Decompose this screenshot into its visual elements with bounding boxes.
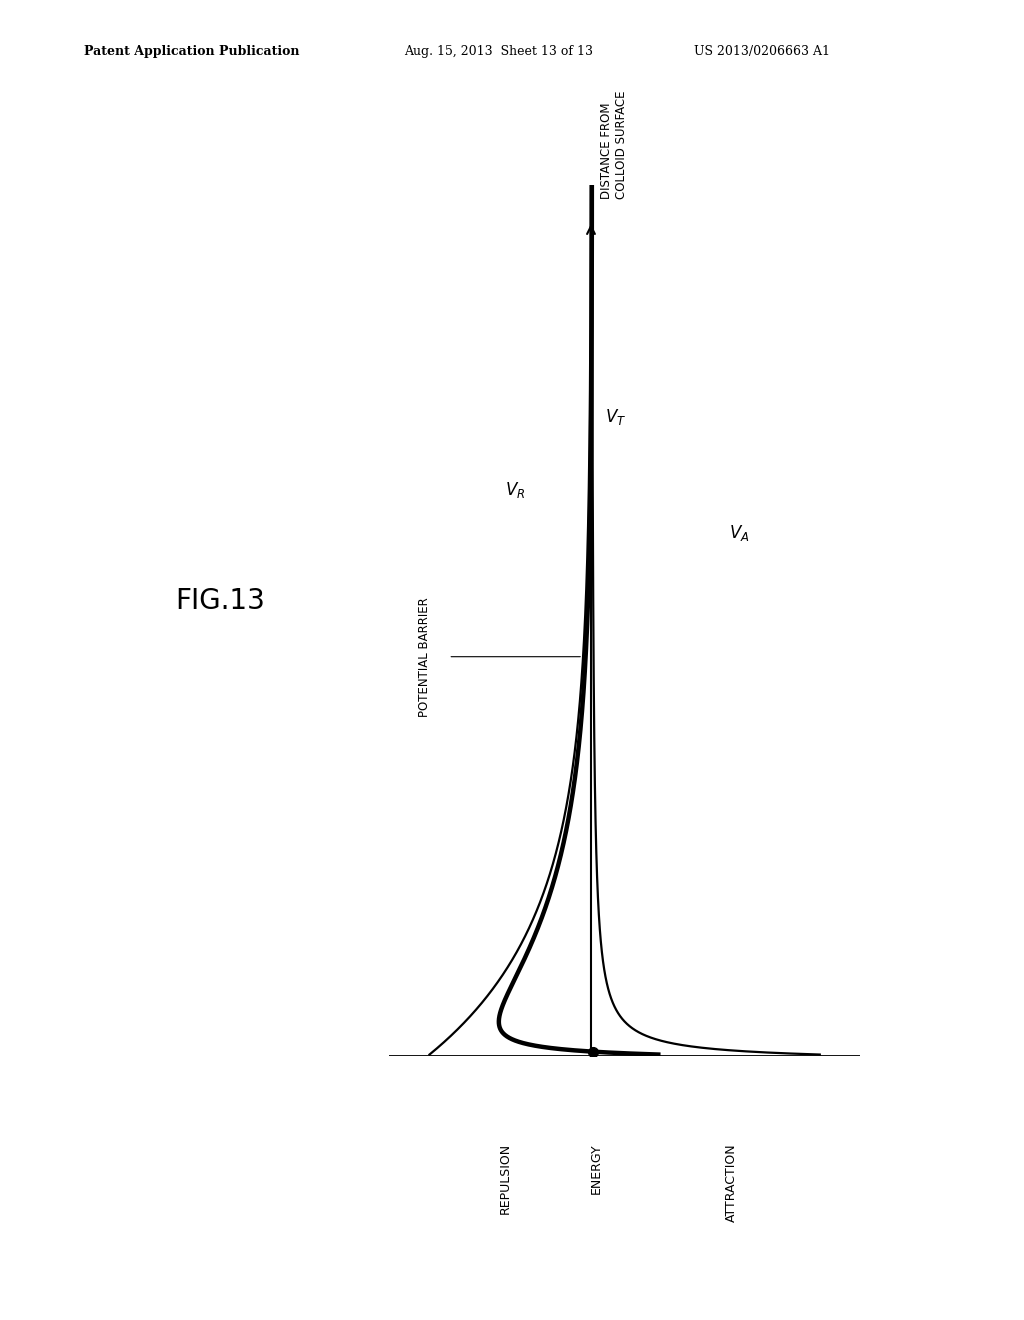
Text: $V_A$: $V_A$ — [729, 523, 750, 544]
Text: ATTRACTION: ATTRACTION — [724, 1143, 737, 1222]
Text: DISTANCE FROM
COLLOID SURFACE: DISTANCE FROM COLLOID SURFACE — [600, 91, 629, 199]
Text: FIG.13: FIG.13 — [175, 586, 265, 615]
Text: $V_R$: $V_R$ — [506, 479, 525, 500]
Text: ENERGY: ENERGY — [590, 1143, 603, 1193]
Text: US 2013/0206663 A1: US 2013/0206663 A1 — [694, 45, 830, 58]
Text: Aug. 15, 2013  Sheet 13 of 13: Aug. 15, 2013 Sheet 13 of 13 — [404, 45, 594, 58]
Text: POTENTIAL BARRIER: POTENTIAL BARRIER — [418, 597, 431, 717]
Text: Patent Application Publication: Patent Application Publication — [84, 45, 299, 58]
Text: $V_T$: $V_T$ — [604, 407, 626, 428]
Text: REPULSION: REPULSION — [499, 1143, 511, 1214]
